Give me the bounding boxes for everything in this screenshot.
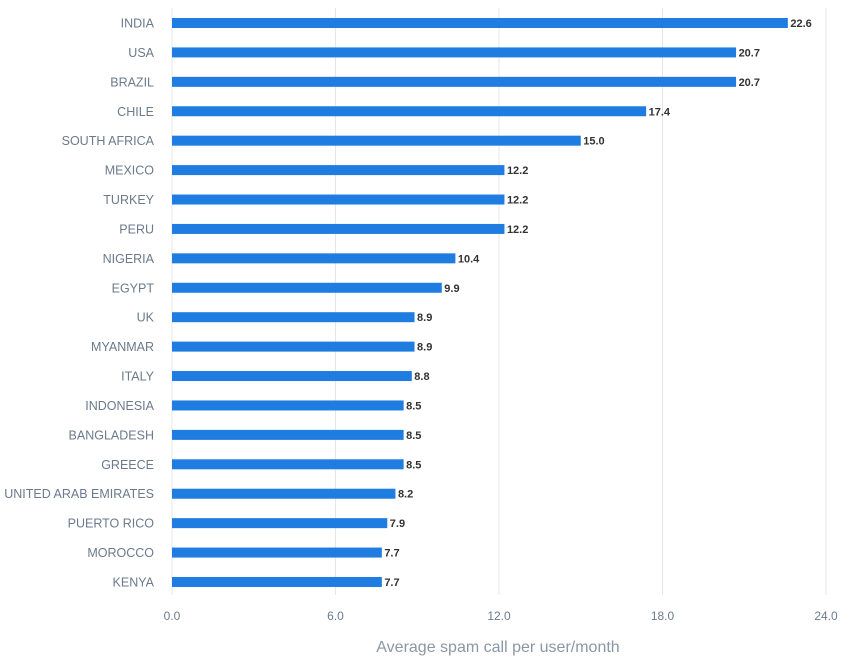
- category-label: INDIA: [121, 17, 155, 31]
- x-tick-label: 6.0: [327, 609, 344, 623]
- bar: [172, 312, 415, 323]
- x-axis-ticks: 0.0 6.0 12.0 18.0 24.0: [164, 609, 838, 623]
- bar: [172, 341, 415, 352]
- bar: [172, 47, 737, 58]
- gridlines: [171, 8, 827, 595]
- value-label: 7.7: [384, 548, 399, 560]
- bar: [172, 400, 404, 411]
- value-label: 7.7: [384, 577, 399, 589]
- value-label: 9.9: [444, 283, 459, 295]
- value-label: 12.2: [507, 195, 528, 207]
- bar: [172, 194, 505, 205]
- category-label: INDONESIA: [85, 399, 154, 413]
- category-label: UNITED ARAB EMIRATES: [4, 487, 154, 501]
- value-label: 8.5: [406, 430, 421, 442]
- x-tick-label: 12.0: [487, 609, 511, 623]
- value-label: 8.5: [406, 459, 421, 471]
- bar: [172, 76, 737, 87]
- bar: [172, 18, 788, 28]
- bar: [172, 106, 647, 117]
- category-label: USA: [128, 46, 154, 60]
- bar: [172, 371, 412, 382]
- category-label: KENYA: [113, 575, 155, 589]
- category-label: BANGLADESH: [69, 428, 154, 442]
- value-label: 17.4: [649, 106, 671, 118]
- category-label: TURKEY: [103, 193, 154, 207]
- bar: [172, 253, 456, 264]
- category-label: SOUTH AFRICA: [62, 134, 155, 148]
- value-label: 20.7: [739, 47, 760, 59]
- value-label: 8.5: [406, 400, 421, 412]
- value-label: 7.9: [390, 518, 405, 530]
- bar: [172, 135, 581, 146]
- category-labels: INDIA USA BRAZIL CHILE SOUTH AFRICA MEXICO TUR…: [4, 17, 154, 590]
- value-label: 8.8: [414, 371, 429, 383]
- value-label: 20.7: [739, 77, 760, 89]
- category-label: ITALY: [121, 370, 155, 384]
- x-tick-label: 24.0: [814, 609, 838, 623]
- value-label: 22.6: [790, 18, 811, 30]
- category-label: GREECE: [101, 458, 154, 472]
- x-axis-title: Average spam call per user/month: [376, 639, 619, 656]
- value-label: 15.0: [583, 136, 604, 148]
- value-label: 8.2: [398, 489, 413, 501]
- category-label: NIGERIA: [103, 252, 155, 266]
- category-label: MEXICO: [105, 164, 155, 178]
- category-label: BRAZIL: [110, 75, 154, 89]
- x-tick-label: 18.0: [651, 609, 675, 623]
- value-label: 10.4: [458, 253, 480, 265]
- category-label: CHILE: [117, 105, 154, 119]
- category-label: PUERTO RICO: [68, 517, 155, 531]
- bar: [172, 459, 404, 470]
- value-label: 8.9: [417, 312, 432, 324]
- value-label: 8.9: [417, 342, 432, 354]
- bar: [172, 165, 505, 176]
- bar: [172, 576, 382, 587]
- category-label: UK: [137, 311, 155, 325]
- category-label: EGYPT: [112, 281, 155, 295]
- category-label: PERU: [119, 222, 154, 236]
- bar: [172, 223, 505, 234]
- value-label: 12.2: [507, 224, 528, 236]
- bar: [172, 488, 396, 499]
- bar: [172, 282, 442, 293]
- bars: [172, 18, 788, 587]
- bar: [172, 547, 382, 558]
- category-label: MYANMAR: [91, 340, 154, 354]
- value-label: 12.2: [507, 165, 528, 177]
- category-label: MOROCCO: [87, 546, 154, 560]
- bar: [172, 429, 404, 440]
- x-tick-label: 0.0: [164, 609, 181, 623]
- bar: [172, 518, 388, 529]
- value-labels: 22.6 20.7 20.7 17.4 15.0 12.2 12.2 12.2 10.4 9.9 8…: [384, 18, 811, 589]
